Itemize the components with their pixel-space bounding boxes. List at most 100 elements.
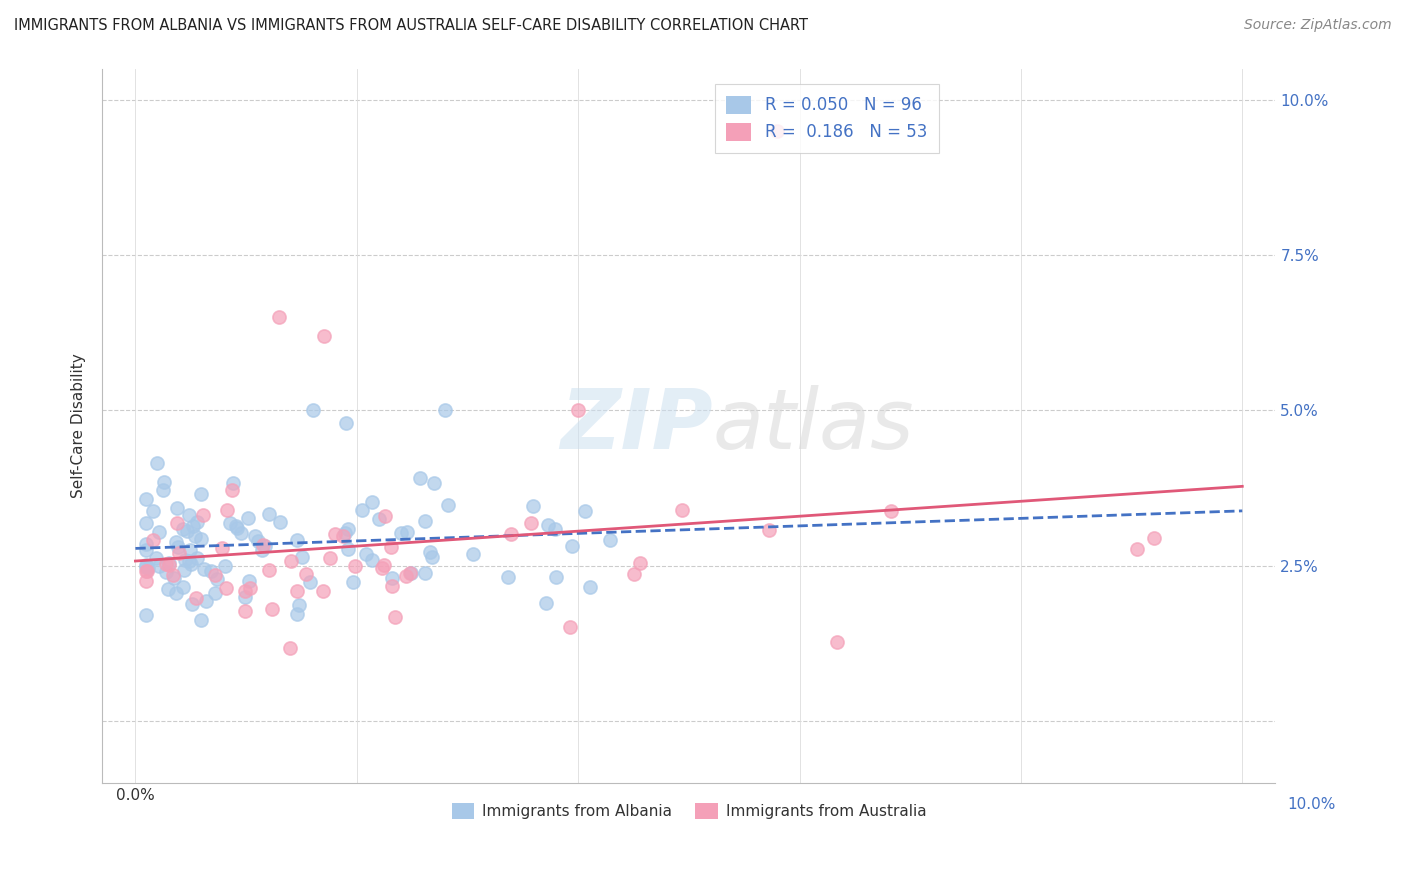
- Point: [145, 550, 167, 565]
- Point: [671, 502, 693, 516]
- Point: [423, 476, 446, 491]
- Point: [177, 508, 200, 522]
- Point: [312, 328, 335, 343]
- Point: [233, 584, 256, 599]
- Point: [153, 475, 176, 489]
- Point: [233, 604, 256, 618]
- Point: [381, 579, 404, 593]
- Point: [1126, 542, 1149, 557]
- Point: [522, 500, 544, 514]
- Point: [623, 566, 645, 581]
- Point: [142, 533, 165, 547]
- Point: [229, 526, 252, 541]
- Point: [190, 532, 212, 546]
- Point: [186, 551, 208, 566]
- Point: [200, 564, 222, 578]
- Point: [262, 602, 284, 616]
- Point: [167, 541, 190, 555]
- Point: [463, 547, 485, 561]
- Point: [165, 586, 187, 600]
- Point: [225, 519, 247, 533]
- Point: [827, 635, 849, 649]
- Point: [204, 568, 226, 582]
- Point: [337, 541, 360, 556]
- Point: [409, 470, 432, 484]
- Point: [1143, 531, 1166, 545]
- Point: [135, 558, 157, 572]
- Point: [496, 570, 519, 584]
- Point: [437, 499, 460, 513]
- Point: [233, 590, 256, 604]
- Legend: Immigrants from Albania, Immigrants from Australia: Immigrants from Albania, Immigrants from…: [446, 797, 932, 825]
- Point: [148, 559, 170, 574]
- Point: [142, 504, 165, 518]
- Point: [179, 542, 201, 557]
- Point: [173, 563, 195, 577]
- Point: [299, 574, 322, 589]
- Point: [135, 516, 157, 530]
- Point: [499, 526, 522, 541]
- Point: [211, 541, 233, 556]
- Point: [399, 566, 422, 581]
- Point: [186, 515, 208, 529]
- Point: [323, 527, 346, 541]
- Point: [546, 570, 568, 584]
- Point: [254, 539, 277, 553]
- Point: [214, 582, 236, 596]
- Point: [181, 597, 204, 611]
- Point: [157, 558, 180, 572]
- Point: [259, 507, 281, 521]
- Point: [148, 525, 170, 540]
- Point: [238, 574, 260, 589]
- Point: [294, 567, 316, 582]
- Point: [579, 580, 602, 594]
- Point: [191, 508, 214, 522]
- Point: [163, 572, 186, 586]
- Point: [135, 536, 157, 550]
- Point: [543, 522, 565, 536]
- Point: [361, 552, 384, 566]
- Point: [135, 608, 157, 623]
- Point: [252, 538, 274, 552]
- Point: [280, 554, 302, 568]
- Point: [395, 524, 418, 539]
- Point: [332, 529, 354, 543]
- Point: [166, 516, 188, 531]
- Point: [360, 495, 382, 509]
- Point: [520, 516, 543, 530]
- Point: [381, 571, 404, 585]
- Point: [243, 529, 266, 543]
- Text: Source: ZipAtlas.com: Source: ZipAtlas.com: [1244, 18, 1392, 32]
- Point: [162, 568, 184, 582]
- Point: [352, 503, 374, 517]
- Point: [413, 566, 436, 580]
- Point: [354, 547, 377, 561]
- Point: [536, 518, 558, 533]
- Point: [285, 584, 308, 599]
- Point: [269, 310, 291, 324]
- Point: [419, 545, 441, 559]
- Point: [205, 572, 228, 586]
- Point: [567, 403, 589, 417]
- Point: [136, 564, 159, 578]
- Point: [136, 561, 159, 575]
- Point: [335, 526, 357, 541]
- Point: [374, 508, 396, 523]
- Point: [215, 503, 238, 517]
- Point: [157, 556, 180, 570]
- Point: [288, 598, 311, 612]
- Point: [291, 550, 314, 565]
- Point: [342, 574, 364, 589]
- Point: [766, 123, 789, 137]
- Point: [181, 519, 204, 533]
- Point: [155, 565, 177, 579]
- Point: [184, 529, 207, 543]
- Point: [204, 586, 226, 600]
- Point: [180, 557, 202, 571]
- Text: IMMIGRANTS FROM ALBANIA VS IMMIGRANTS FROM AUSTRALIA SELF-CARE DISABILITY CORREL: IMMIGRANTS FROM ALBANIA VS IMMIGRANTS FR…: [14, 18, 808, 33]
- Point: [172, 522, 194, 536]
- Point: [536, 596, 558, 610]
- Point: [380, 540, 402, 554]
- Point: [269, 515, 291, 529]
- Point: [599, 533, 621, 547]
